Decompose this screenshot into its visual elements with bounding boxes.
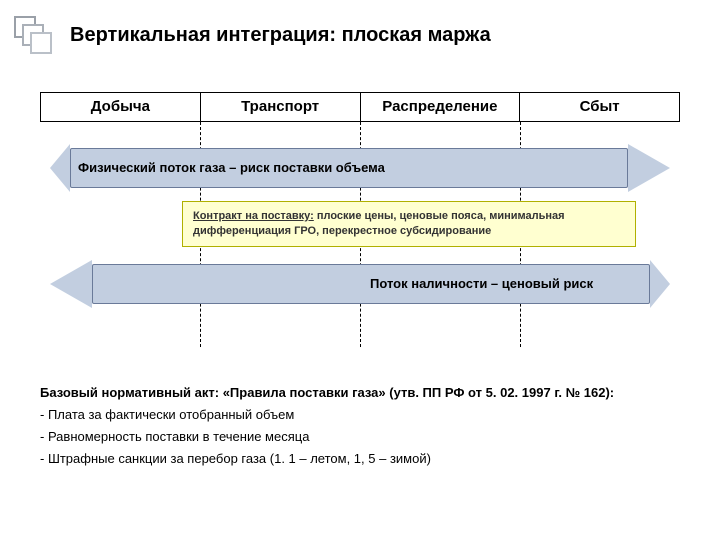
bottom-line: - Равномерность поставки в течение месяц…	[40, 426, 680, 448]
stage-row: Добыча Транспорт Распределение Сбыт	[40, 92, 680, 122]
page-title: Вертикальная интеграция: плоская маржа	[70, 24, 491, 47]
stage-cell: Распределение	[360, 93, 520, 121]
arrow-text: Физический поток газа – риск поставки об…	[78, 160, 385, 175]
stage-cell: Транспорт	[200, 93, 360, 121]
stage-cell: Сбыт	[519, 93, 680, 121]
stage-cell: Добыча	[40, 93, 200, 121]
arrow-point-right	[628, 144, 670, 192]
arrow-point-left	[50, 260, 92, 308]
contract-prefix: Контракт на поставку:	[193, 210, 314, 222]
bottom-line: - Штрафные санкции за перебор газа (1. 1…	[40, 448, 680, 470]
flow-arrow-cash: Поток наличности – ценовый риск	[50, 264, 670, 304]
bottom-line: - Плата за фактически отобранный объем	[40, 404, 680, 426]
logo	[14, 16, 54, 56]
flow-arrow-physical: Физический поток газа – риск поставки об…	[50, 148, 670, 188]
logo-sq-inner	[30, 32, 52, 54]
bottom-text: Базовый нормативный акт: «Правила постав…	[40, 382, 680, 470]
arrow-text: Поток наличности – ценовый риск	[370, 276, 593, 291]
bottom-head: Базовый нормативный акт: «Правила постав…	[40, 382, 680, 404]
contract-box: Контракт на поставку: плоские цены, цено…	[182, 201, 636, 247]
